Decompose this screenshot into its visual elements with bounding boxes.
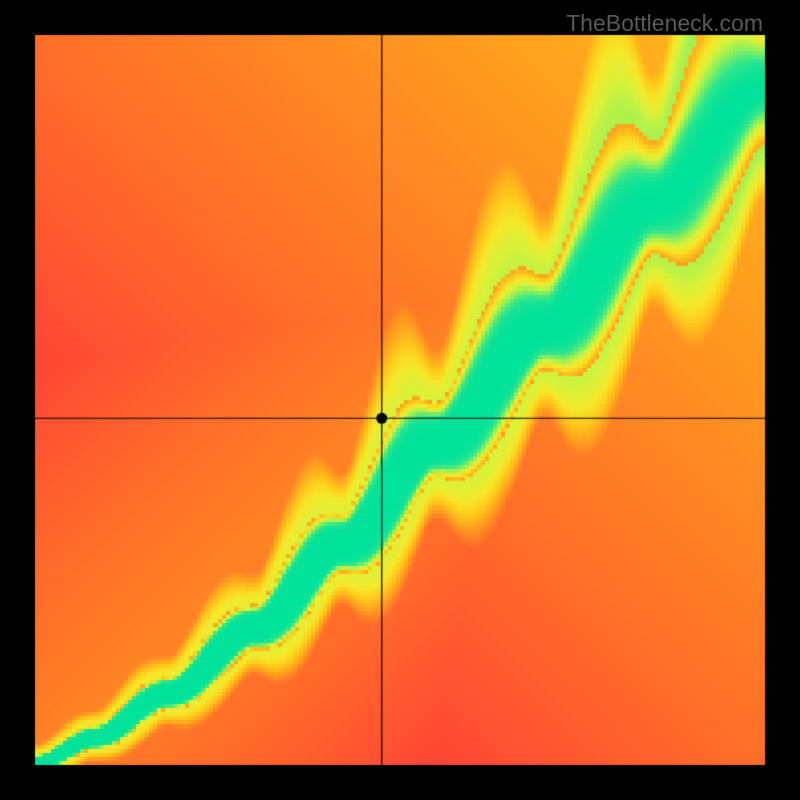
chart-container: TheBottleneck.com: [0, 0, 800, 800]
bottleneck-heatmap: [0, 0, 800, 800]
watermark-text: TheBottleneck.com: [566, 10, 763, 37]
